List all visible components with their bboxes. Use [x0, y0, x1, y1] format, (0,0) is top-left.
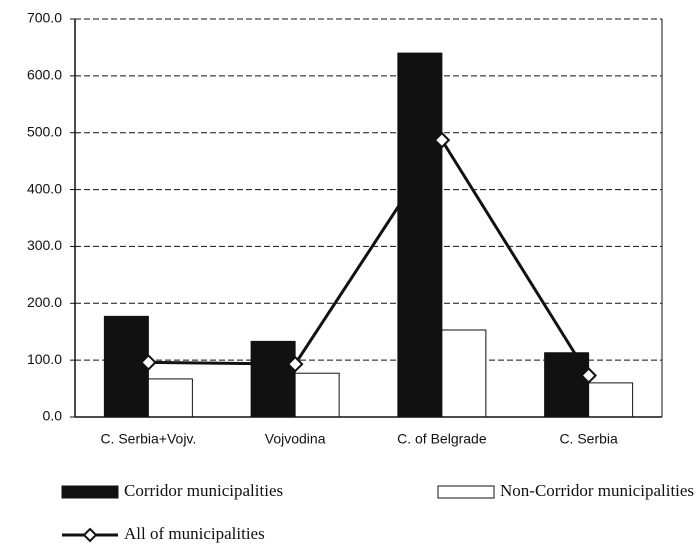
bar — [294, 372, 340, 418]
marker — [286, 355, 304, 373]
y-tick-label: 100.0 — [27, 351, 62, 367]
legend-swatch — [61, 485, 119, 499]
bar — [103, 315, 149, 418]
y-tick-label: 700.0 — [27, 10, 62, 26]
legend-label: All of municipalities — [124, 524, 265, 543]
legend-label: Non-Corridor municipalities — [500, 481, 694, 500]
line — [148, 137, 590, 377]
bar — [397, 52, 443, 418]
y-tick-label: 200.0 — [27, 294, 62, 310]
marker — [139, 354, 157, 371]
y-tick-label: 0.0 — [43, 408, 63, 424]
x-tick-label: Vojvodina — [265, 431, 326, 447]
y-tick-label: 400.0 — [27, 180, 62, 196]
bar — [588, 382, 634, 418]
bar — [250, 340, 296, 418]
y-tick-label: 300.0 — [27, 237, 62, 253]
bar — [441, 329, 487, 418]
y-tick-label: 500.0 — [27, 123, 62, 139]
marker — [580, 367, 598, 384]
x-tick-label: C. of Belgrade — [397, 431, 487, 447]
x-tick-label: C. Serbia+Vojv. — [100, 431, 196, 447]
legend-marker — [82, 527, 98, 543]
legend-swatch — [437, 485, 495, 499]
x-tick-label: C. Serbia — [559, 431, 618, 447]
bar — [147, 378, 193, 418]
marker — [433, 131, 451, 149]
legend-label: Corridor municipalities — [124, 481, 283, 500]
y-tick-label: 600.0 — [27, 67, 62, 83]
